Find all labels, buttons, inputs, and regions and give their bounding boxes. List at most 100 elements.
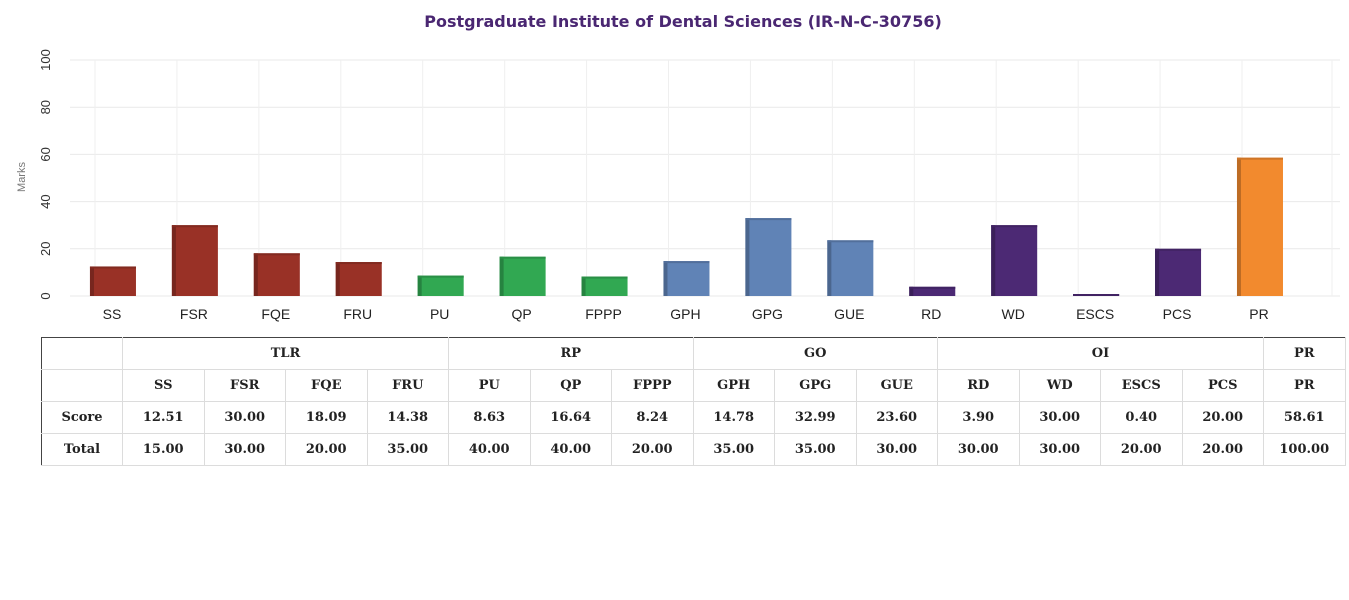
column-header-pcs: PCS xyxy=(1182,369,1264,402)
bar-body xyxy=(1155,248,1202,296)
bar-body xyxy=(89,266,136,296)
column-header-wd: WD xyxy=(1019,369,1101,402)
table-cell: 30.00 xyxy=(856,433,938,466)
y-axis-label: Marks xyxy=(16,162,28,192)
bar-gue xyxy=(827,240,874,296)
table-cell: 18.09 xyxy=(285,401,368,434)
bar-top xyxy=(417,275,464,278)
x-tick-label: GUE xyxy=(834,306,864,322)
table-cell: 20.00 xyxy=(1182,401,1264,434)
column-header-fppp: FPPP xyxy=(611,369,694,402)
bar-body xyxy=(253,253,300,296)
bar-top xyxy=(253,253,300,256)
column-header-rd: RD xyxy=(937,369,1020,402)
bar-body xyxy=(909,286,956,296)
table-cell: 40.00 xyxy=(448,433,531,466)
bar-chart: 0 20 40 60 80 100 Marks SS FSR FQE FRU PU QP FPPP GP… xyxy=(16,49,1340,322)
group-header-pr: PR xyxy=(1263,337,1346,370)
table-cell: 30.00 xyxy=(1019,401,1101,434)
group-header-oi: OI xyxy=(937,337,1264,370)
row-label: Total xyxy=(41,433,123,466)
y-axis-ticks: 0 20 40 60 80 100 xyxy=(38,49,53,299)
column-header-escs: ESCS xyxy=(1100,369,1183,402)
bar-escs xyxy=(1073,294,1120,296)
column-header-pr: PR xyxy=(1263,369,1346,402)
y-tick-label: 0 xyxy=(38,292,53,299)
table-cell: 8.63 xyxy=(448,401,531,434)
y-tick-label: 40 xyxy=(38,194,53,208)
column-header-gpg: GPG xyxy=(774,369,857,402)
table-cell: 15.00 xyxy=(122,433,205,466)
table-cell: 14.78 xyxy=(693,401,775,434)
bar-side xyxy=(991,225,996,296)
x-tick-label: RD xyxy=(921,306,941,322)
bar-wd xyxy=(991,225,1038,296)
table-row-score: Score 12.51 30.00 18.09 14.38 8.63 16.64 8.24 14… xyxy=(41,401,1346,434)
bar-body xyxy=(1236,157,1283,296)
x-tick-label: GPH xyxy=(670,306,700,322)
table-corner-cell xyxy=(41,369,123,402)
bar-top xyxy=(991,225,1038,228)
score-table: TLR RP GO OI PR SS FSR FQE FRU PU QP FPPP GPH GPG GUE… xyxy=(41,337,1346,466)
column-header-ss: SS xyxy=(122,369,205,402)
bar-fru xyxy=(335,262,382,296)
bar-fsr xyxy=(171,225,218,296)
bar-ss xyxy=(89,266,136,296)
bar-rd xyxy=(909,286,956,296)
bar-side xyxy=(171,225,176,296)
bar-side xyxy=(745,218,750,296)
table-cell: 20.00 xyxy=(1100,433,1183,466)
table-cell: 30.00 xyxy=(204,401,286,434)
bar-top xyxy=(581,276,628,279)
bar-body xyxy=(581,276,628,296)
column-header-gue: GUE xyxy=(856,369,938,402)
bar-pr xyxy=(1236,157,1283,296)
bar-top xyxy=(745,218,792,221)
y-tick-label: 60 xyxy=(38,147,53,161)
bar-fppp xyxy=(581,276,628,296)
table-cell: 12.51 xyxy=(122,401,205,434)
bar-gph xyxy=(663,261,710,296)
bar-pcs xyxy=(1155,248,1202,296)
table-cell: 35.00 xyxy=(774,433,857,466)
bar-side xyxy=(335,262,340,296)
table-cell: 3.90 xyxy=(937,401,1020,434)
bar-body xyxy=(171,225,218,296)
bar-body xyxy=(417,275,464,296)
bar-body xyxy=(335,262,382,296)
bar-fqe xyxy=(253,253,300,296)
bar-top xyxy=(171,225,218,228)
table-cell: 30.00 xyxy=(204,433,286,466)
table-cell: 14.38 xyxy=(367,401,449,434)
bars xyxy=(89,157,1283,296)
table-cell: 35.00 xyxy=(693,433,775,466)
chart-title: Postgraduate Institute of Dental Science… xyxy=(424,12,942,31)
bar-top xyxy=(89,266,136,269)
table-group-header-row: TLR RP GO OI PR xyxy=(41,337,1346,370)
bar-body xyxy=(991,225,1038,296)
bar-side xyxy=(253,253,258,296)
bar-qp xyxy=(499,256,546,296)
group-header-tlr: TLR xyxy=(122,337,449,370)
x-axis-ticks: SS FSR FQE FRU PU QP FPPP GPH GPG GUE RD WD ESCS PCS P… xyxy=(103,306,1269,322)
bar-top xyxy=(1236,157,1283,160)
bar-body xyxy=(745,218,792,296)
table-column-header-row: SS FSR FQE FRU PU QP FPPP GPH GPG GUE RD WD ESCS PCS P… xyxy=(41,369,1346,402)
bar-side xyxy=(499,256,504,296)
column-header-gph: GPH xyxy=(693,369,775,402)
bar-side xyxy=(417,275,422,296)
x-tick-label: PCS xyxy=(1163,306,1192,322)
bar-body xyxy=(499,256,546,296)
group-header-go: GO xyxy=(693,337,938,370)
table-cell: 20.00 xyxy=(285,433,368,466)
table-cell: 20.00 xyxy=(1182,433,1264,466)
column-header-fsr: FSR xyxy=(204,369,286,402)
group-header-rp: RP xyxy=(448,337,694,370)
x-tick-label: SS xyxy=(103,306,122,322)
x-tick-label: FPPP xyxy=(585,306,622,322)
bar-pu xyxy=(417,275,464,296)
column-header-pu: PU xyxy=(448,369,531,402)
x-tick-label: FSR xyxy=(180,306,208,322)
bar-top xyxy=(1073,294,1120,296)
table-cell: 8.24 xyxy=(611,401,694,434)
